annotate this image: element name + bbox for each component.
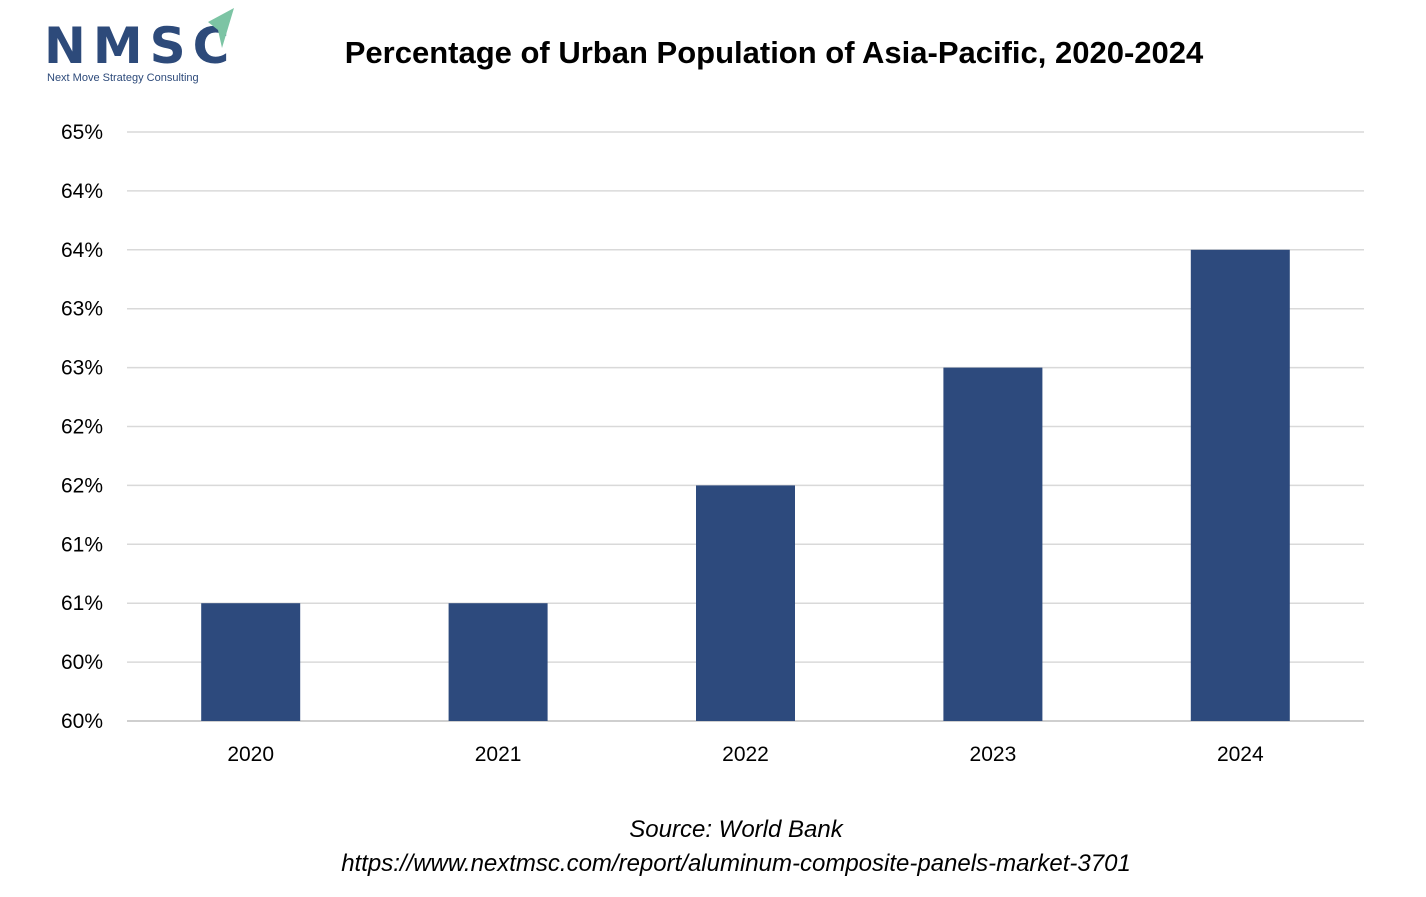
nmsc-logo: NMSC Next Move Strategy Consulting [44,8,244,88]
x-tick-label-2021: 2021 [475,743,522,766]
chart-title: Percentage of Urban Population of Asia-P… [344,35,1204,70]
x-tick-label-2023: 2023 [970,743,1017,766]
y-tick-label: 62% [61,474,103,497]
y-tick-label: 60% [61,651,103,674]
logo-tagline: Next Move Strategy Consulting [47,72,199,84]
logo-arrow-icon [208,8,234,48]
bar-2023 [943,367,1043,721]
y-tick-label: 62% [61,416,103,439]
y-tick-label: 65% [61,121,103,144]
x-tick-label-2024: 2024 [1217,743,1264,766]
bar-2021 [448,603,548,721]
y-tick-label: 63% [61,298,103,321]
bars [201,249,1290,722]
source-url: https://www.nextmsc.com/report/aluminum-… [341,850,1131,877]
y-tick-label: 61% [61,592,103,615]
x-tick-label-2020: 2020 [227,743,274,766]
bar-2024 [1190,249,1290,722]
y-tick-label: 63% [61,357,103,380]
y-tick-label: 64% [61,180,103,203]
y-tick-label: 60% [61,710,103,733]
bar-chart: 60%60%61%61%62%62%63%63%64%64%65% 2020 20… [61,121,1364,766]
bar-2022 [696,485,795,721]
logo-letters: NMSC [44,17,237,75]
x-axis-ticks: 2020 2021 2022 2023 2024 [227,743,1264,766]
y-axis-ticks: 60% 60% 61% 61% 62% 62% 63% 63% 64% 64% 65% [61,121,103,733]
x-tick-label-2022: 2022 [722,743,769,766]
y-tick-label: 64% [61,239,103,262]
y-tick-label: 61% [61,533,103,556]
bar-2020 [201,603,301,721]
source-note: Source: World Bank [629,816,843,843]
